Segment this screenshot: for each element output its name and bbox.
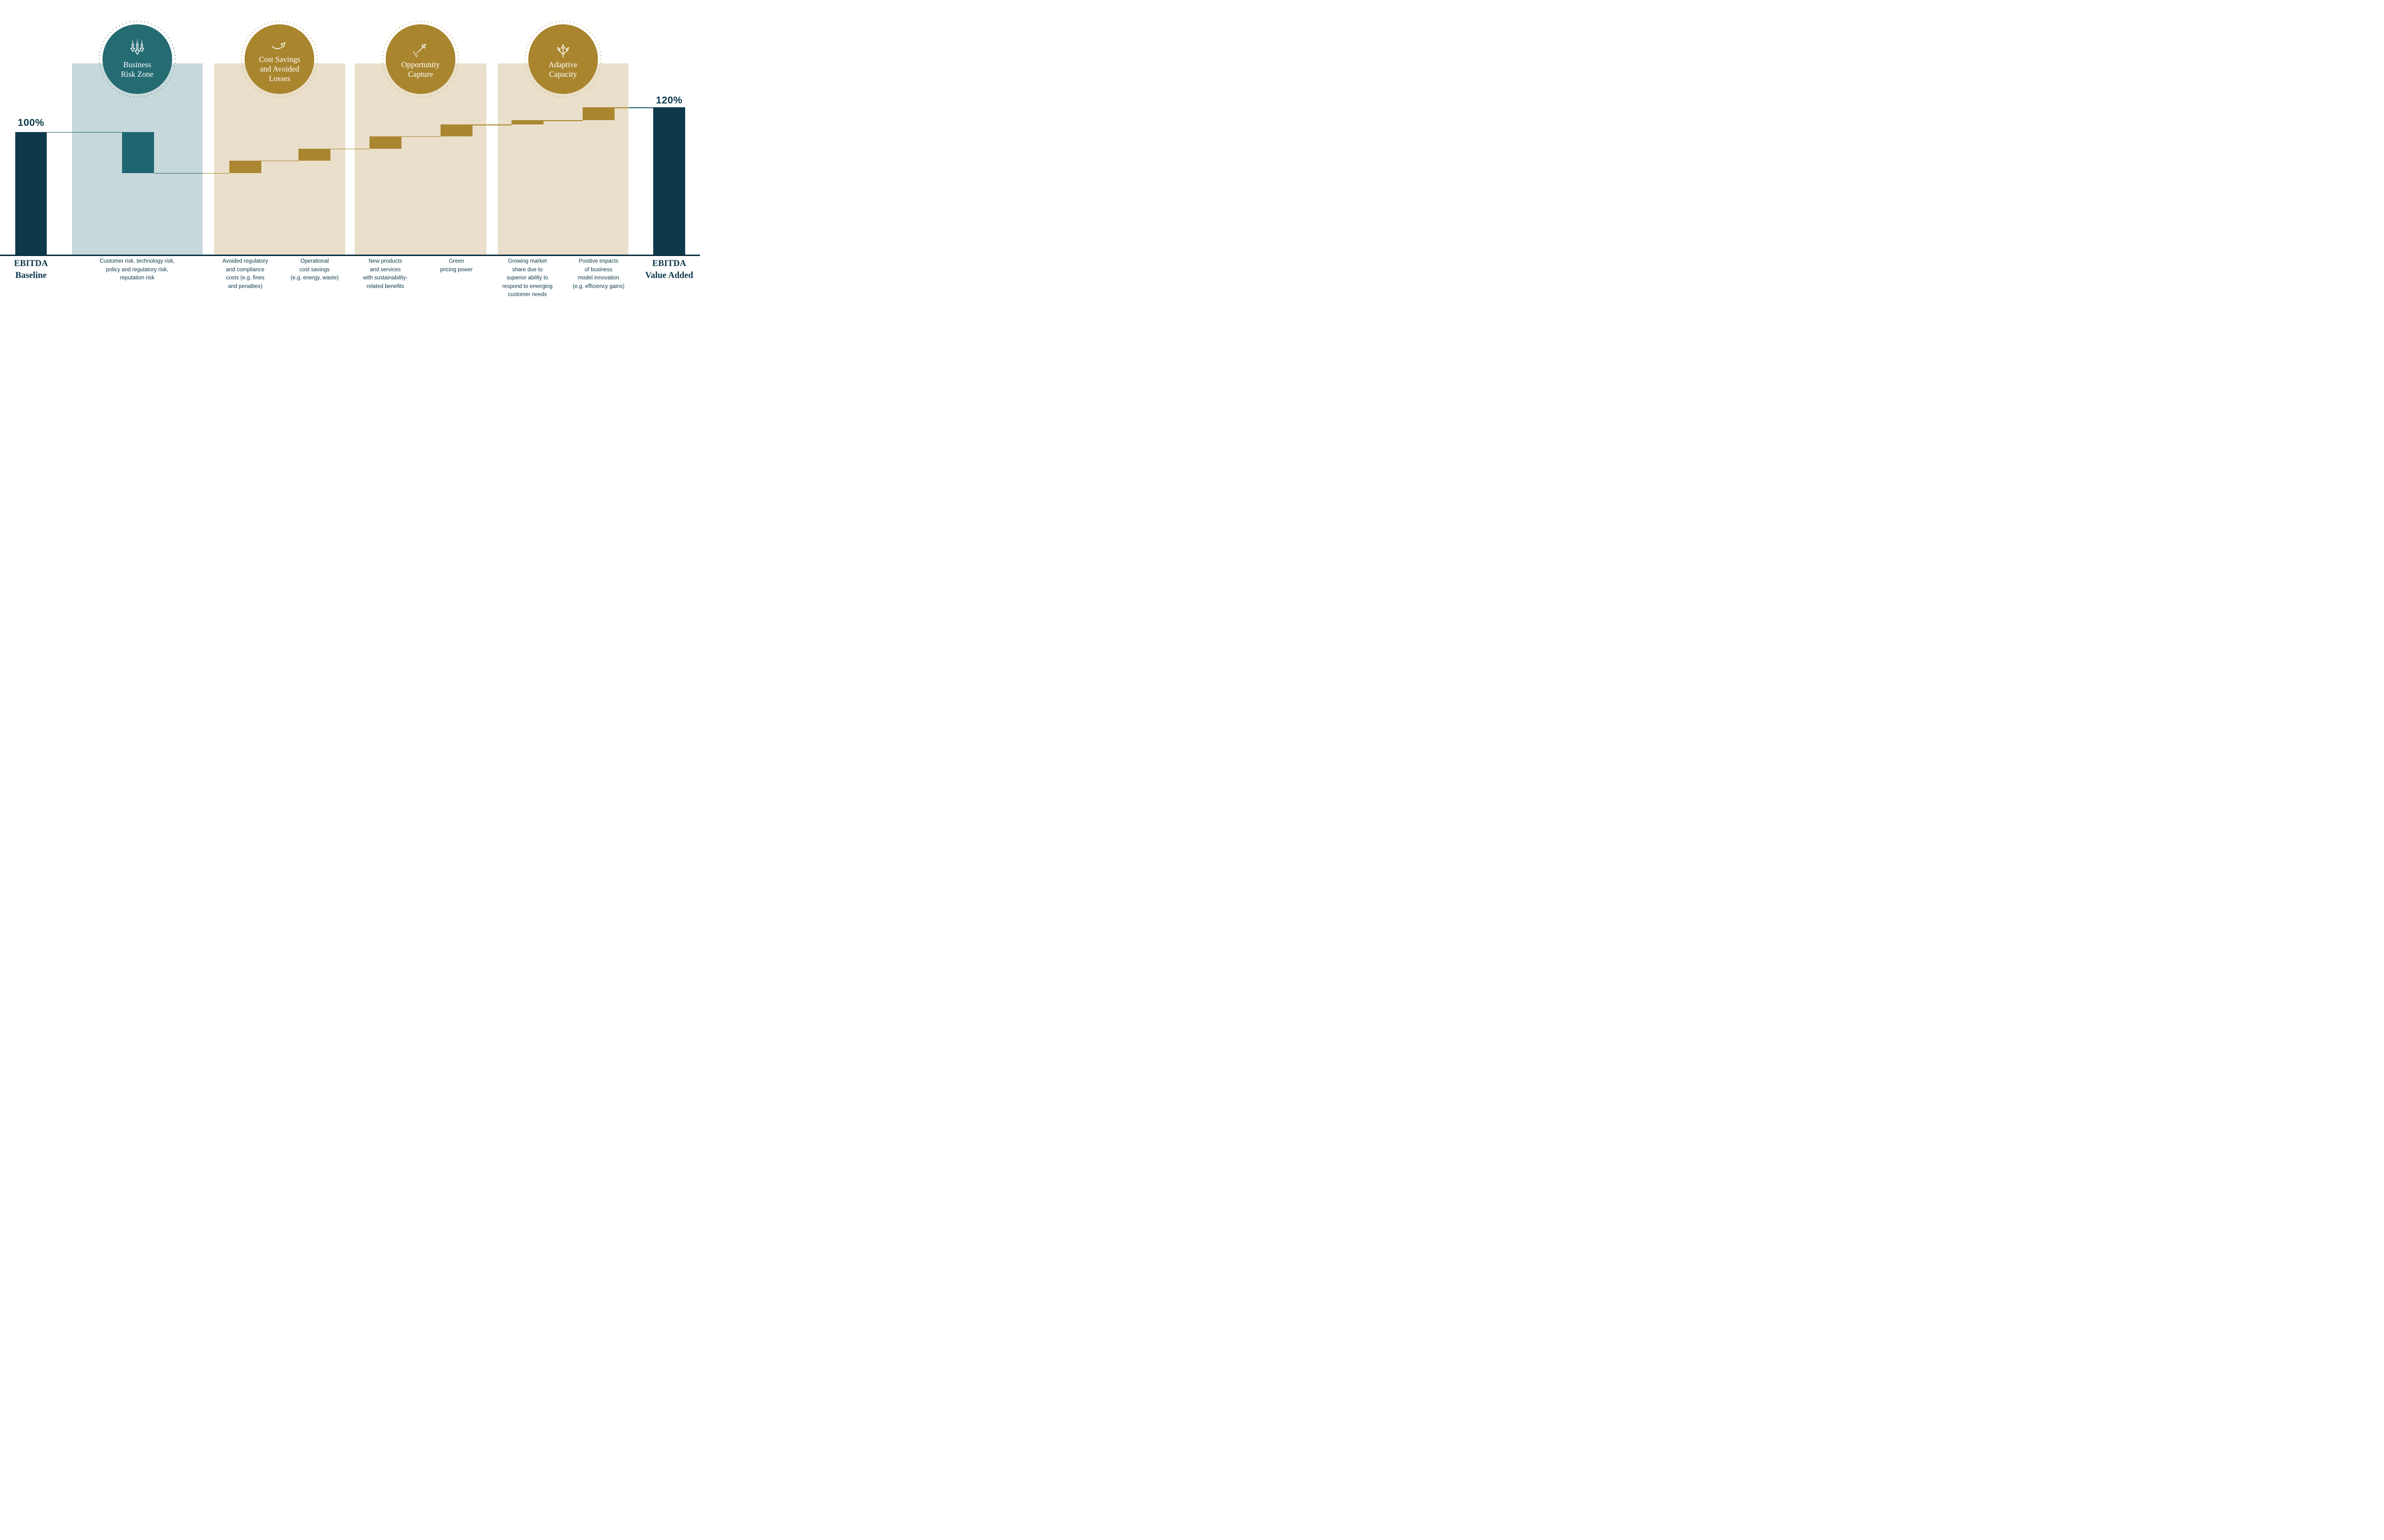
increase-bar-5 [511, 120, 544, 125]
label-line: model innovation [577, 275, 619, 281]
badge-label-line: Cost Savings [258, 55, 300, 64]
baseline-axis-label: EBITDA Baseline [14, 258, 48, 282]
badge-opportunity-capture: Opportunity Capture [380, 19, 461, 99]
label-line: Operational [300, 258, 329, 264]
connector-line [614, 107, 628, 108]
badge-label-line: Risk Zone [121, 70, 154, 79]
label-line: (e.g. efficiency gains) [573, 283, 625, 289]
label-line: pricing power [440, 267, 473, 273]
label-line: costs (e.g. fines [226, 275, 265, 281]
badge-label: Cost Savings and Avoided Losses [259, 55, 300, 83]
badge-disc: Opportunity Capture [386, 24, 455, 94]
branching-arrows-icon [557, 44, 569, 58]
badge-business-risk-zone: Business Risk Zone [97, 19, 177, 99]
x-axis-line [0, 255, 700, 256]
dotted-ring [99, 21, 176, 98]
badge-disc: Cost Savings and Avoided Losses [245, 24, 315, 94]
label-line: superior ability to [506, 275, 548, 281]
badge-label-line: and Avoided [259, 64, 299, 73]
badge-disc: Business Risk Zone [102, 24, 172, 94]
badge-label-line: Capture [408, 70, 433, 79]
badge-cost-savings-and-avoided-losses: Cost Savings and Avoided Losses [239, 19, 319, 99]
connector-line [154, 173, 203, 174]
step-label-7: Positive impacts of business model innovat… [573, 257, 624, 291]
dotted-ring [382, 21, 459, 98]
connector-line [628, 107, 653, 108]
label-line: respond to emerging [502, 283, 553, 289]
step-label-4: New products and services with sustainabil… [363, 257, 408, 291]
label-line: (e.g. energy, waste) [290, 275, 339, 281]
label-line: Positive impacts [578, 258, 618, 264]
start-value-label: 100% [18, 117, 44, 128]
dotted-ring [241, 21, 318, 98]
badge-label-line: Adaptive [548, 60, 578, 69]
label-line: Customer risk, technology risk, [100, 258, 175, 264]
increase-bar-2 [298, 148, 331, 161]
label-line: EBITDA [652, 259, 686, 268]
label-line: cost savings [299, 267, 330, 273]
label-line: with sustainability- [363, 275, 408, 281]
opportunity-capture-background [355, 63, 486, 255]
baseline-bar [15, 132, 47, 255]
badge-label: Opportunity Capture [401, 60, 440, 79]
ebitda-waterfall-chart: 100% 120% EBITDA Baseline Customer risk, tec… [0, 0, 700, 308]
connector-line [203, 173, 229, 174]
value-added-axis-label: EBITDA Value Added [645, 258, 693, 282]
badge-label-line: Opportunity [401, 60, 440, 69]
badge-label: Business Risk Zone [121, 60, 154, 79]
badge-label: Adaptive Capacity [549, 60, 577, 79]
dotted-ring [524, 21, 602, 98]
badge-label-line: Business [123, 60, 152, 69]
increase-bar-3 [369, 136, 401, 149]
curved-up-arrow-icon [272, 42, 286, 50]
label-line: EBITDA [14, 259, 48, 268]
label-line: policy and regulatory risk, [106, 267, 168, 273]
risk-decrease-bar [122, 132, 154, 173]
step-label-3: Operational cost savings (e.g. energy, was… [290, 257, 339, 283]
increase-bar-4 [440, 124, 473, 136]
label-line: reputation risk [120, 275, 154, 281]
label-line: Value Added [645, 271, 693, 280]
badge-label-line: Capacity [549, 70, 577, 79]
step-label-5: Green pricing power [440, 257, 473, 274]
value-added-bar [653, 107, 685, 255]
label-line: of business [585, 267, 613, 273]
label-line: and penalties) [228, 283, 263, 289]
label-line: New products [369, 258, 402, 264]
label-line: Growing market [508, 258, 547, 264]
triple-down-arrows-icon [130, 39, 144, 55]
label-line: Green [449, 258, 464, 264]
step-label-2: Avoided regulatory and compliance costs (e… [223, 257, 268, 291]
label-line: and compliance [226, 267, 265, 273]
label-line: Baseline [15, 271, 47, 280]
increase-bar-6 [582, 107, 615, 121]
badge-adaptive-capacity: Adaptive Capacity [523, 19, 603, 99]
label-line: and services [370, 267, 401, 273]
badge-disc: Adaptive Capacity [528, 24, 598, 94]
step-label-6: Growing market share due to superior abili… [502, 257, 552, 299]
adaptive-capacity-background [498, 63, 628, 255]
increase-bar-1 [229, 161, 261, 173]
label-line: Avoided regulatory [222, 258, 268, 264]
connector-line [401, 136, 441, 137]
end-value-label: 120% [656, 95, 683, 106]
label-line: customer needs [508, 292, 547, 298]
connector-line [472, 124, 512, 125]
badge-label-line: Losses [268, 74, 290, 83]
diagonal-up-arrow-icon [412, 44, 426, 57]
connector-line [543, 120, 583, 121]
label-line: related benefits [366, 283, 404, 289]
step-label-1: Customer risk, technology risk, policy an… [100, 257, 175, 283]
connector-line [47, 132, 122, 133]
label-line: share due to [512, 267, 543, 273]
